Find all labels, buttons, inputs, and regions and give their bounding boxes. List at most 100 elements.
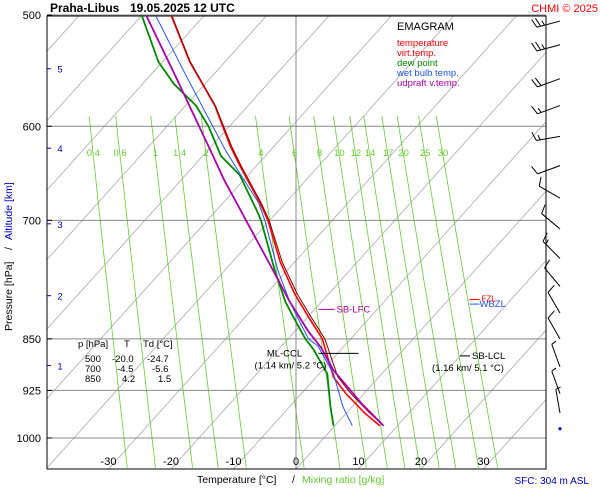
table-row-700-p: 700 bbox=[85, 364, 101, 375]
table-row-700-td: -5.6 bbox=[152, 364, 168, 375]
mixing-ratio-line bbox=[313, 115, 367, 468]
y-tick-label: 500 bbox=[23, 10, 41, 22]
chart-title: EMAGRAM bbox=[397, 21, 454, 33]
wind-barb bbox=[555, 386, 561, 414]
x-tick-label: 10 bbox=[352, 456, 364, 468]
series-line-udpraft-v-temp- bbox=[145, 16, 385, 427]
mixing-ratio-line bbox=[88, 115, 128, 468]
y-tick-label: 1000 bbox=[17, 433, 41, 445]
altitude-tick-label: 4 bbox=[57, 144, 62, 155]
altitude-tick-label: 5 bbox=[57, 65, 62, 76]
mixing-ratio-label: 1 bbox=[153, 148, 158, 159]
wind-barbs bbox=[531, 18, 562, 431]
mixing-ratio-label: 8 bbox=[317, 148, 322, 159]
x-axis-label: Temperature [°C] / Mixing ratio [g/kg] bbox=[197, 474, 384, 486]
mixing-ratio-line bbox=[396, 115, 456, 468]
isotherm-line bbox=[47, 16, 455, 469]
table-row-500-td: -24.7 bbox=[147, 354, 169, 365]
mixing-ratio-line bbox=[200, 115, 247, 468]
mixing-ratio-line bbox=[381, 115, 440, 468]
y-tick-label: 850 bbox=[23, 334, 41, 346]
legend: EMAGRAM temperature virt.temp. dew point… bbox=[396, 21, 460, 89]
mixing-ratio-label: 17 bbox=[383, 148, 394, 159]
isotherm-line bbox=[233, 121, 546, 469]
mixing-ratio-line bbox=[363, 115, 421, 468]
table-row-500-p: 500 bbox=[85, 354, 101, 365]
ml-ccl-label: ML-CCL bbox=[267, 348, 302, 359]
mixing-ratio-line bbox=[435, 115, 499, 468]
x-tick-label: 20 bbox=[415, 456, 427, 468]
wind-barb bbox=[542, 232, 561, 259]
wind-barb bbox=[551, 340, 561, 368]
altitude-tick-label: 1 bbox=[57, 362, 62, 373]
mixing-ratio-label: 20 bbox=[398, 148, 409, 159]
y-axis-label-pressure: Pressure [hPa] bbox=[3, 261, 15, 331]
fzl-label: FZL bbox=[482, 295, 497, 304]
mixing-ratio-label: 25 bbox=[420, 148, 431, 159]
wind-barb bbox=[531, 18, 561, 28]
isotherm-line bbox=[0, 16, 16, 469]
x-axis-label-temperature: Temperature [°C] bbox=[197, 474, 277, 486]
isotherm-line bbox=[47, 16, 80, 52]
wind-barb bbox=[547, 284, 561, 314]
mixing-ratio-labels: 0.4 0.6 1 1.4 2 4 6 8 10 12 14 17 20 25 30 bbox=[87, 148, 449, 159]
altitude-tick-label: 3 bbox=[57, 220, 62, 231]
surface-wind-dot bbox=[558, 427, 562, 431]
mixing-ratio-label: 1.4 bbox=[173, 148, 186, 159]
wind-barb bbox=[547, 310, 561, 340]
copyright: CHMI © 2025 bbox=[531, 3, 598, 15]
mixing-ratio-label: 6 bbox=[292, 148, 297, 159]
x-tick-label: 30 bbox=[477, 456, 489, 468]
mixing-ratio-label: 2 bbox=[204, 148, 209, 159]
mixing-ratio-label: 4 bbox=[258, 148, 263, 159]
series-line-temperature bbox=[170, 16, 381, 427]
y-axis-label-separator: / bbox=[3, 247, 15, 250]
x-axis-label-mixing: Mixing ratio [g/kg] bbox=[302, 474, 384, 486]
mixing-ratio-label: 12 bbox=[351, 148, 362, 159]
table-header-td: Td [°C] bbox=[143, 339, 173, 350]
isotherm-line bbox=[47, 16, 142, 122]
legend-dew-point: dew point bbox=[397, 58, 438, 69]
legend-wet-bulb: wet bulb temp. bbox=[396, 68, 459, 79]
altitude-tick-label: 2 bbox=[57, 292, 62, 303]
legend-updraft: udpraft v.temp. bbox=[397, 78, 460, 89]
sb-lfc-label: SB-LFC bbox=[337, 304, 371, 315]
grid-lines bbox=[46, 14, 547, 470]
table-row-500-t: -20.0 bbox=[112, 354, 134, 365]
wind-barb bbox=[531, 41, 561, 52]
x-axis-label-separator: / bbox=[292, 474, 295, 486]
annotations: SB-LFC ML-CCL(1.14 km/ 5.2 °C) SB-LCL(1.16… bbox=[255, 295, 506, 374]
mixing-ratio-line bbox=[349, 115, 406, 468]
x-tick-label: 0 bbox=[293, 456, 299, 468]
mixing-ratio-label: 14 bbox=[365, 148, 376, 159]
isotherm-line bbox=[358, 259, 546, 469]
wind-barb bbox=[531, 131, 561, 142]
series-line-wet-bulb-temp- bbox=[155, 16, 353, 426]
wind-barb bbox=[531, 165, 561, 175]
mixing-ratio-line bbox=[150, 115, 193, 468]
wind-barb bbox=[531, 105, 561, 115]
plot-frame bbox=[46, 15, 547, 470]
isotherm-line bbox=[295, 190, 546, 469]
mixing-ratio-label: 0.4 bbox=[87, 148, 100, 159]
ml-ccl-value: (1.14 km/ 5.2 °C) bbox=[255, 360, 327, 371]
isotherm-line bbox=[545, 468, 546, 469]
table-row-850-p: 850 bbox=[85, 374, 101, 385]
isotherm-line bbox=[170, 51, 546, 469]
isotherm-lines bbox=[0, 16, 546, 469]
table-header-t: T bbox=[124, 339, 130, 350]
isotherm-line bbox=[483, 398, 546, 469]
table-row-850-td: 1.5 bbox=[158, 374, 171, 385]
table-row-700-t: -4.5 bbox=[117, 364, 133, 375]
surface-height: SFC: 304 m ASL bbox=[515, 476, 590, 487]
sb-lcl-value: (1.16 km/ 5.1 °C) bbox=[432, 363, 504, 374]
wind-barb bbox=[538, 176, 561, 199]
x-tick-label: -30 bbox=[101, 456, 117, 468]
legend-virt-temp: virt.temp. bbox=[397, 48, 436, 59]
mixing-ratio-label: 30 bbox=[438, 148, 449, 159]
data-table: p [hPa] T Td [°C] 500 -20.0 -24.7 700 -4… bbox=[78, 339, 173, 385]
y-tick-label: 700 bbox=[23, 215, 41, 227]
